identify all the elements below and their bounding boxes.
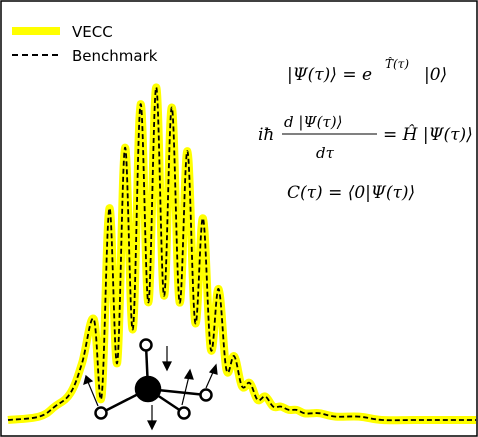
series-line-benchmark xyxy=(7,86,476,422)
legend-label-vecc: VECC xyxy=(72,23,113,41)
equations: |Ψ(τ)⟩ = e T̂(τ) |0⟩ iħ d |Ψ(τ)⟩ dτ = Ĥ… xyxy=(258,56,473,203)
molecule-atom-far-right xyxy=(199,388,213,402)
arrow-up-right-icon xyxy=(208,363,218,375)
arrow-down-icon xyxy=(147,420,157,431)
equation-3: C(τ) = ⟨0|Ψ(τ)⟩ xyxy=(287,183,415,203)
molecule-atom-top xyxy=(139,338,153,352)
equation-2-denominator: dτ xyxy=(316,144,335,162)
molecule-atom-right xyxy=(177,406,191,420)
arrow-down-icon xyxy=(162,361,172,372)
equation-1-lhs: |Ψ(τ)⟩ = e xyxy=(287,65,372,85)
arrow-up-left-icon xyxy=(83,374,94,385)
arrow-shaft-2 xyxy=(87,381,99,407)
equation-2-prefix: iħ xyxy=(258,125,274,145)
molecule-illustration xyxy=(94,338,213,420)
legend: VECC Benchmark xyxy=(12,23,158,65)
equation-1-rhs: |0⟩ xyxy=(424,65,447,85)
arrow-up-right-icon xyxy=(183,368,194,380)
molecule-atom-left xyxy=(94,406,108,420)
equation-2-numerator: d |Ψ(τ)⟩ xyxy=(284,113,342,131)
equation-1-exponent: T̂(τ) xyxy=(385,56,409,71)
displacement-arrows xyxy=(83,346,218,431)
series-layer xyxy=(7,83,476,425)
arrow-shaft-3 xyxy=(181,375,190,406)
molecule-atom-center xyxy=(134,375,162,403)
equation-2-rhs: = Ĥ |Ψ(τ)⟩ xyxy=(383,124,473,145)
legend-label-benchmark: Benchmark xyxy=(72,47,158,65)
